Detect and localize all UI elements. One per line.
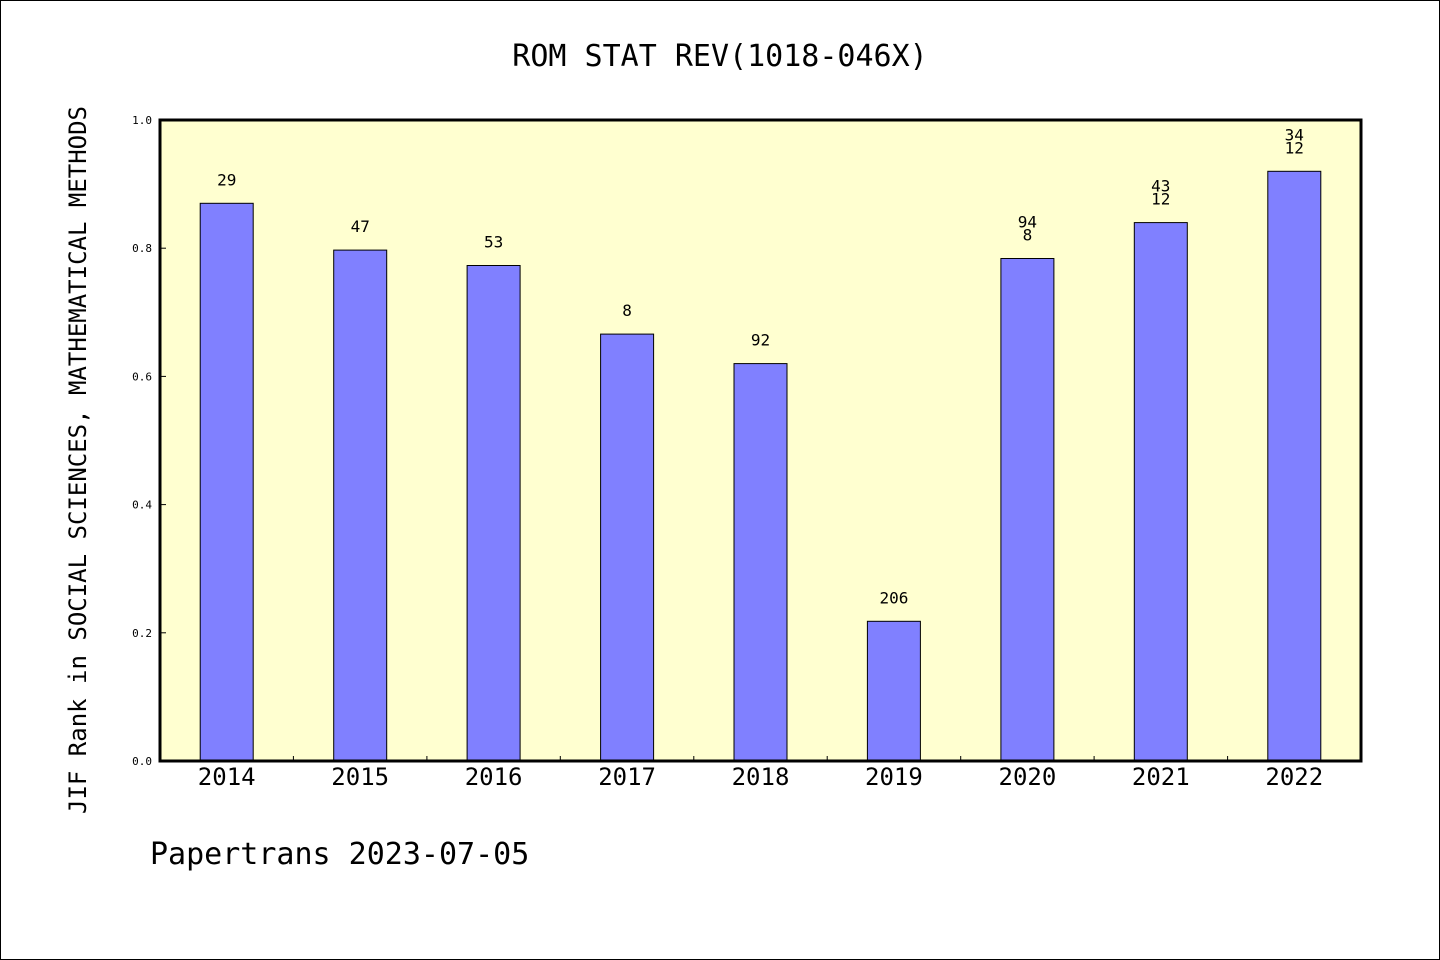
bar-2017: [600, 333, 655, 762]
bar-data-label: 12: [1285, 138, 1304, 157]
x-tick-label: 2014: [198, 763, 256, 791]
chart-title: ROM STAT REV(1018-046X): [512, 39, 927, 74]
bar-2019: [866, 620, 921, 762]
bar-data-label: 43: [1151, 177, 1170, 196]
x-tick-label: 2018: [732, 763, 790, 791]
bar-data-label: 12: [1151, 190, 1170, 209]
x-tick-label: 2019: [865, 763, 923, 791]
bar-2016: [466, 265, 521, 762]
y-tick-label: 1.0: [132, 114, 152, 127]
bar-data-label: 206: [879, 588, 908, 607]
bar-data-label: 8: [1023, 226, 1033, 245]
bar-data-label: 53: [484, 233, 503, 252]
x-tick-label: 2017: [598, 763, 656, 791]
bar-data-label: 29: [217, 170, 236, 189]
y-tick-label: 0.2: [132, 627, 152, 640]
bar-2015: [333, 249, 388, 762]
bar-2020: [1000, 258, 1055, 762]
x-tick-label: 2020: [999, 763, 1057, 791]
bar-data-label: 92: [751, 331, 770, 350]
plot-border: [158, 118, 1363, 763]
bar-data-label: 34: [1285, 125, 1304, 144]
bar-data-label: 94: [1018, 213, 1037, 232]
x-tick-label: 2022: [1265, 763, 1323, 791]
footer-credit: Papertrans 2023-07-05: [150, 837, 529, 872]
y-tick-label: 0.4: [132, 499, 152, 512]
y-tick-label: 0.6: [132, 370, 152, 383]
bar-data-label: 8: [622, 301, 632, 320]
x-tick-label: 2021: [1132, 763, 1190, 791]
bar-data-label: 47: [351, 217, 370, 236]
x-tick-label: 2015: [331, 763, 389, 791]
bar-2022: [1267, 170, 1322, 762]
y-axis-label: JIF Rank in SOCIAL SCIENCES, MATHEMATICA…: [64, 106, 92, 814]
x-tick-label: 2016: [465, 763, 523, 791]
bar-2014: [199, 202, 254, 762]
bar-2021: [1133, 222, 1188, 762]
y-tick-label: 0.8: [132, 242, 152, 255]
y-tick-label: 0.0: [132, 755, 152, 768]
bar-2018: [733, 363, 788, 762]
